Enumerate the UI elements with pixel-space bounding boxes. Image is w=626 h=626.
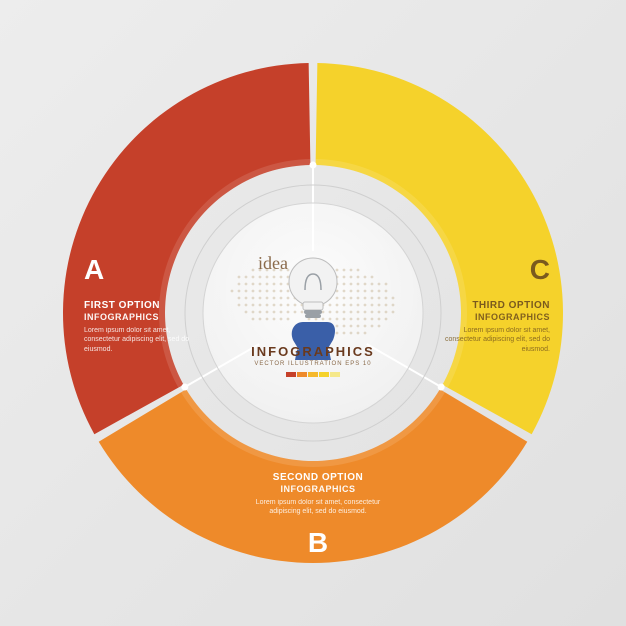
segment-b-label: SECOND OPTION INFOGRAPHICS Lorem ipsum d… (243, 472, 393, 559)
segment-c-lorem: Lorem ipsum dolor sit amet, consectetur … (430, 326, 550, 354)
segment-c-label: C THIRD OPTION INFOGRAPHICS Lorem ipsum … (430, 254, 550, 354)
segment-a-subtitle: INFOGRAPHICS (84, 312, 204, 322)
segment-c-title: THIRD OPTION (430, 300, 550, 311)
infographic-stage: A FIRST OPTION INFOGRAPHICS Lorem ipsum … (0, 0, 626, 626)
segment-a-lorem: Lorem ipsum dolor sit amet, consectetur … (84, 326, 204, 354)
segment-b-letter: B (243, 527, 393, 559)
segment-a-title: FIRST OPTION (84, 300, 204, 311)
segment-c-subtitle: INFOGRAPHICS (430, 312, 550, 322)
segment-a-letter: A (84, 254, 204, 286)
idea-script-text: idea (258, 253, 288, 274)
segment-c-letter: C (430, 254, 550, 286)
segment-b-title: SECOND OPTION (243, 472, 393, 483)
segment-b-lorem: Lorem ipsum dolor sit amet, consectetur … (243, 498, 393, 517)
segment-b-subtitle: INFOGRAPHICS (243, 484, 393, 494)
segment-a-label: A FIRST OPTION INFOGRAPHICS Lorem ipsum … (84, 254, 204, 354)
